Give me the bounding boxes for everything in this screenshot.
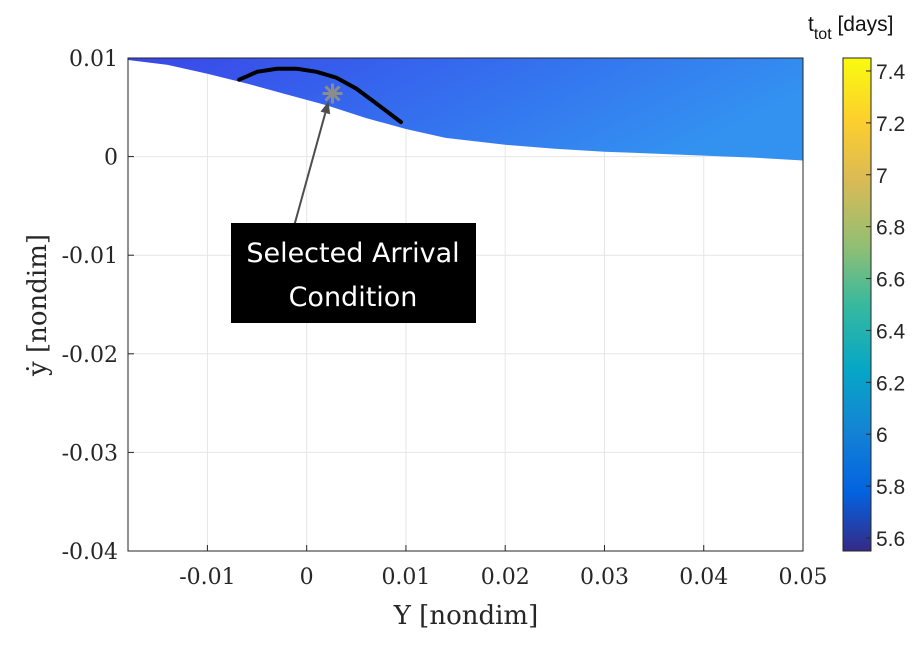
colorbar: 5.6 5.8 6 6.2 6.4 6.6 6.8 7 7.2 7.4 ttot [days] xyxy=(808,13,906,552)
colorbar-scale xyxy=(842,57,872,552)
x-tick-label: 0.04 xyxy=(679,565,728,590)
selected-point-marker xyxy=(322,83,343,104)
colorbar-tick-label: 6.6 xyxy=(876,269,905,292)
x-tick-label: 0.01 xyxy=(381,565,430,590)
annotation-text-line2: Condition xyxy=(289,282,418,313)
y-tick-label: 0.01 xyxy=(69,47,118,72)
x-axis-label: Y [nondim] xyxy=(393,601,538,631)
x-axis: -0.01 0 0.01 0.02 0.03 0.04 0.05 xyxy=(179,545,827,590)
x-tick-label: 0 xyxy=(300,565,314,590)
colorbar-title: ttot [days] xyxy=(808,13,894,43)
feasible-region xyxy=(128,58,803,161)
colorbar-tick-label: 7.2 xyxy=(876,113,905,136)
colorbar-tick-label: 6.2 xyxy=(876,372,905,395)
y-tick-label: -0.04 xyxy=(62,540,118,565)
y-axis: 0.01 0 -0.01 -0.02 -0.03 -0.04 xyxy=(62,47,134,565)
x-tick-label: 0.02 xyxy=(481,565,530,590)
x-tick-label: 0.05 xyxy=(779,565,828,590)
y-tick-label: -0.03 xyxy=(62,441,118,466)
colorbar-tick-label: 5.8 xyxy=(876,476,905,499)
colorbar-tick-label: 6 xyxy=(876,424,888,447)
y-tick-label: 0 xyxy=(104,146,118,171)
annotation-arrowhead xyxy=(320,101,331,115)
axes-box xyxy=(127,57,804,552)
x-tick-label: -0.01 xyxy=(179,565,235,590)
colorbar-tick-label: 5.6 xyxy=(876,528,905,551)
x-tick-label: 0.03 xyxy=(580,565,629,590)
colorbar-tick-label: 7.4 xyxy=(876,61,906,84)
annotation-arrow xyxy=(293,112,327,224)
colorbar-tick-label: 7 xyxy=(876,165,888,188)
colorbar-tick-label: 6.8 xyxy=(876,217,905,240)
colorbar-tick-label: 6.4 xyxy=(876,320,906,343)
colorbar-ticks: 5.6 5.8 6 6.2 6.4 6.6 6.8 7 7.2 7.4 xyxy=(866,61,906,551)
trajectory-line xyxy=(237,66,403,125)
y-tick-label: -0.01 xyxy=(62,244,118,269)
marker-stroke xyxy=(324,85,341,102)
y-axis-label: ẏ [nondim] xyxy=(23,234,53,377)
annotation-box: Selected Arrival Condition xyxy=(231,223,476,323)
annotation-text-line1: Selected Arrival xyxy=(246,238,459,269)
y-tick-label: -0.02 xyxy=(62,343,118,368)
